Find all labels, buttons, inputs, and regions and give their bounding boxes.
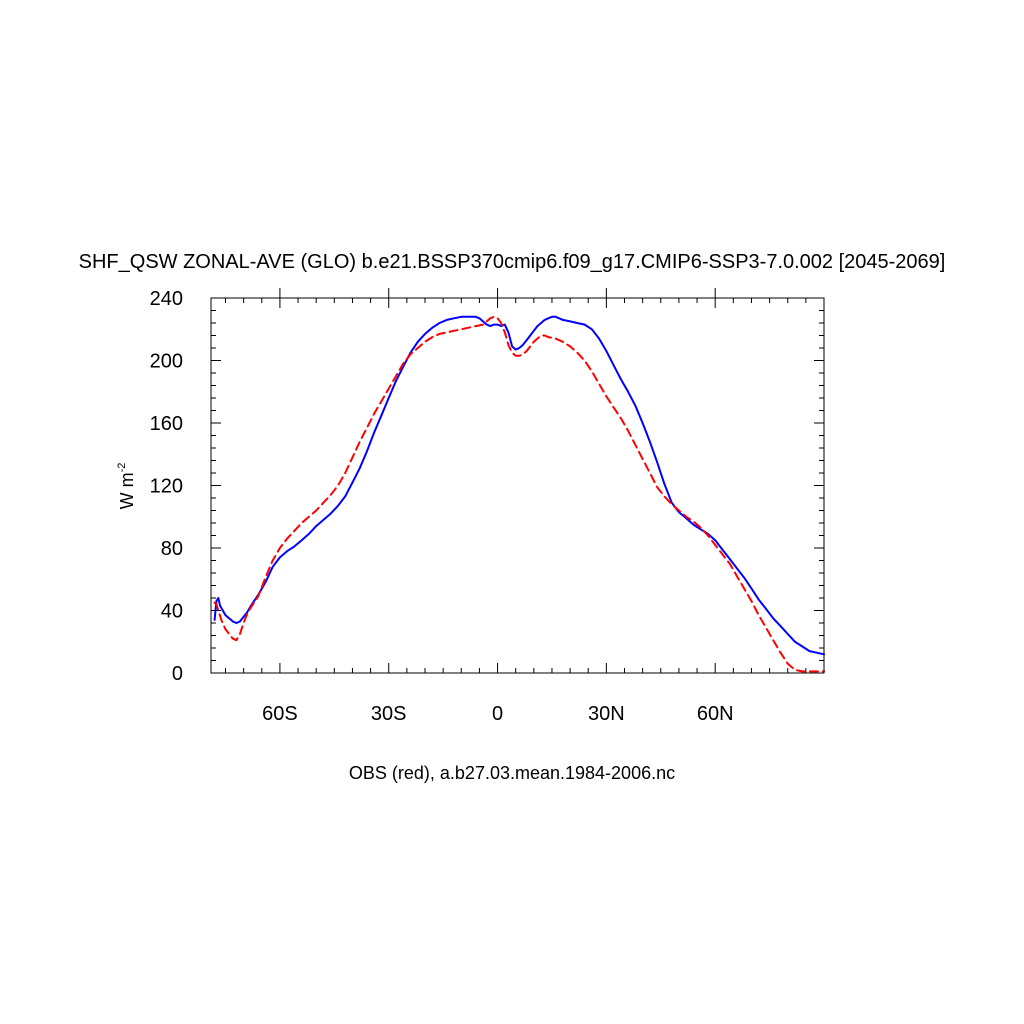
y-tick-label: 40 [161,601,183,623]
y-tick-label: 0 [172,663,183,685]
y-axis-label-base: W m [117,472,137,509]
plot-frame [210,297,825,674]
series-lines [213,315,825,673]
y-tick-label: 80 [161,538,183,560]
y-tick-label: 160 [150,413,183,435]
y-axis-label: W m-2 [116,463,137,510]
chart-title: SHF_QSW ZONAL-AVE (GLO) b.e21.BSSP370cmi… [79,251,946,273]
y-axis-label-exponent: -2 [116,463,128,473]
x-tick-label: 60N [697,703,734,725]
series-line-blue [213,315,825,656]
y-tick-label: 240 [150,288,183,310]
tick-marks [211,288,825,674]
series-line-red-dashed [213,315,825,673]
footer-text: OBS (red), a.b27.03.mean.1984-2006.nc [349,763,675,783]
y-tick-label: 120 [150,476,183,498]
y-tick-label: 200 [150,351,183,373]
x-tick-label: 60S [262,703,298,725]
x-tick-label: 30S [371,703,407,725]
x-tick-label: 30N [588,703,625,725]
tick-labels: 0 40 80 120 160 200 240 60S 30S 0 30N 60N [150,288,734,725]
x-tick-label: 0 [492,703,503,725]
